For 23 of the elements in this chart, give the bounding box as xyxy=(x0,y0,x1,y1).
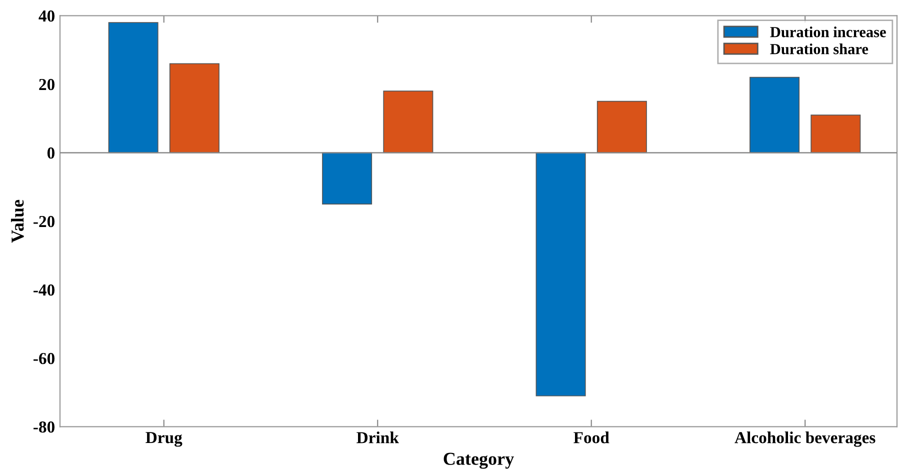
y-axis-title: Value xyxy=(10,200,24,243)
y-tick-label: 0 xyxy=(47,147,55,159)
y-tick-label: -20 xyxy=(34,216,55,228)
bar xyxy=(383,90,434,154)
bar xyxy=(750,76,800,154)
x-tick-label: Alcoholic beverages xyxy=(734,432,876,447)
bar xyxy=(322,152,372,204)
y-tick-label: 20 xyxy=(39,78,55,90)
x-tick-label: Drug xyxy=(146,432,182,447)
y-tick-label: 40 xyxy=(38,10,55,22)
bar xyxy=(169,63,220,154)
y-tick-label: -40 xyxy=(34,284,55,296)
y-tick-label: -60 xyxy=(34,352,55,364)
bar xyxy=(596,100,647,154)
legend-label: Duration share xyxy=(770,43,868,54)
bar xyxy=(536,152,586,396)
bar xyxy=(810,114,861,154)
x-tick-label: Food xyxy=(574,432,610,444)
y-tick-label: -80 xyxy=(34,421,55,433)
x-tick-label: Drink xyxy=(356,432,399,444)
bar xyxy=(108,22,158,154)
legend-label: Duration increase xyxy=(770,26,886,38)
x-axis-title: Category xyxy=(444,452,514,469)
